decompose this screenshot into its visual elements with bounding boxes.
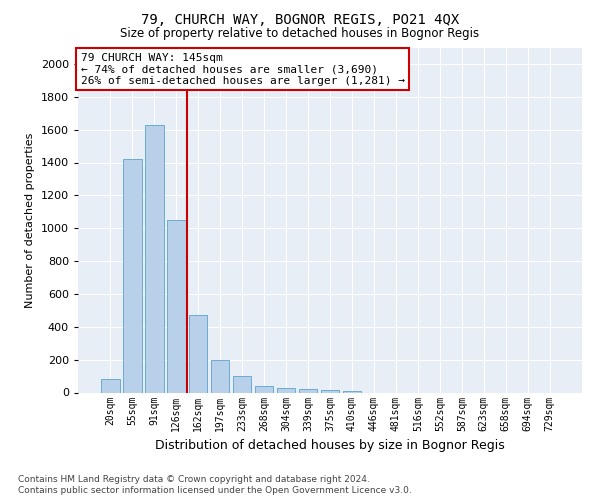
Bar bbox=[299, 389, 317, 392]
Bar bbox=[167, 220, 185, 392]
Y-axis label: Number of detached properties: Number of detached properties bbox=[25, 132, 35, 308]
Bar bbox=[145, 124, 164, 392]
Bar bbox=[255, 386, 274, 392]
Bar bbox=[277, 388, 295, 392]
Bar bbox=[101, 380, 119, 392]
Bar bbox=[189, 316, 208, 392]
Text: 79 CHURCH WAY: 145sqm
← 74% of detached houses are smaller (3,690)
26% of semi-d: 79 CHURCH WAY: 145sqm ← 74% of detached … bbox=[80, 52, 404, 86]
Bar bbox=[233, 376, 251, 392]
Text: 79, CHURCH WAY, BOGNOR REGIS, PO21 4QX: 79, CHURCH WAY, BOGNOR REGIS, PO21 4QX bbox=[141, 12, 459, 26]
Text: Contains public sector information licensed under the Open Government Licence v3: Contains public sector information licen… bbox=[18, 486, 412, 495]
Bar bbox=[343, 391, 361, 392]
Text: Size of property relative to detached houses in Bognor Regis: Size of property relative to detached ho… bbox=[121, 28, 479, 40]
Text: Contains HM Land Registry data © Crown copyright and database right 2024.: Contains HM Land Registry data © Crown c… bbox=[18, 475, 370, 484]
Bar bbox=[320, 390, 340, 392]
Bar bbox=[211, 360, 229, 392]
Bar bbox=[123, 159, 142, 392]
X-axis label: Distribution of detached houses by size in Bognor Regis: Distribution of detached houses by size … bbox=[155, 439, 505, 452]
